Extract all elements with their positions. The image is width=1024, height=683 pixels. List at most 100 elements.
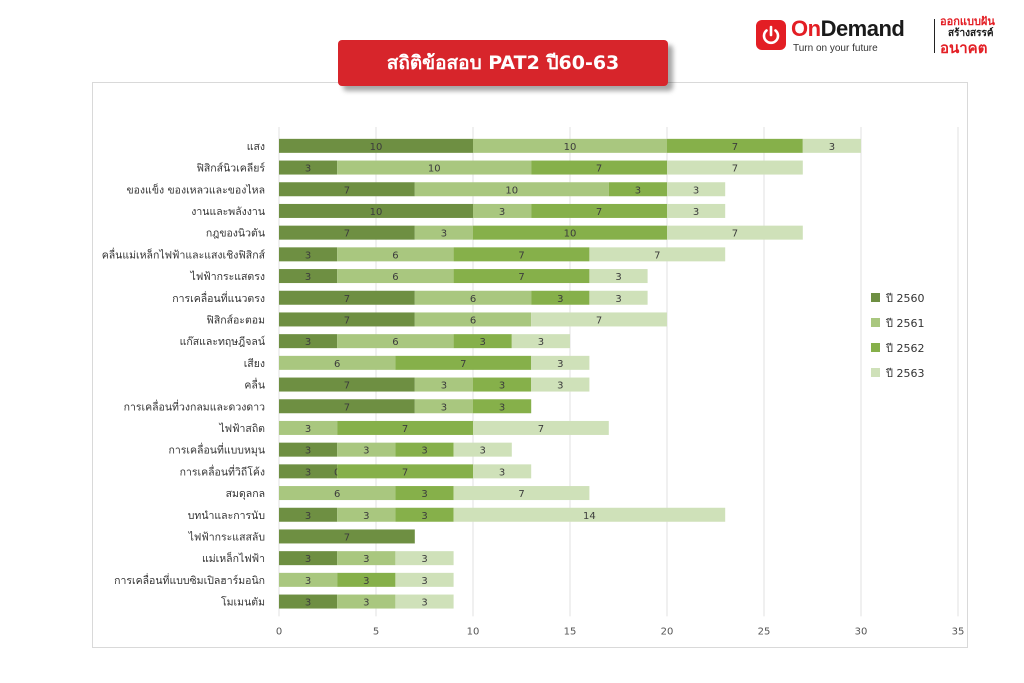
bar-segment — [279, 594, 338, 609]
bar-segment — [279, 138, 473, 153]
data-label: 6 — [392, 272, 398, 283]
data-label: 3 — [421, 598, 427, 609]
bar-segment — [667, 182, 726, 197]
legend-label: ปี 2563 — [885, 367, 925, 380]
data-label: 6 — [334, 489, 340, 500]
category-label: คลื่น — [244, 378, 265, 392]
category-label: แม่เหล็กไฟฟ้า — [202, 551, 265, 565]
data-label: 3 — [693, 185, 699, 196]
data-label: 3 — [305, 554, 311, 565]
bar-segment — [473, 225, 667, 240]
brand-name: OnDemand — [791, 16, 905, 41]
category-label: ไฟฟ้ากระแสสลับ — [188, 530, 265, 543]
data-label: 7 — [402, 467, 408, 478]
data-label: 7 — [732, 142, 738, 153]
category-label: การเคลื่อนที่แบบหมุน — [169, 443, 265, 457]
data-label: 3 — [615, 294, 621, 305]
bar-segment — [337, 160, 532, 175]
data-label: 7 — [344, 532, 350, 543]
category-label: ของแข็ง ของเหลวและของไหล — [126, 182, 265, 196]
data-label: 7 — [344, 185, 350, 196]
data-label: 3 — [421, 446, 427, 457]
bar-segment — [279, 464, 338, 479]
data-label: 3 — [305, 576, 311, 587]
data-label: 3 — [305, 446, 311, 457]
category-label: เสียง — [244, 357, 265, 370]
bar-segment — [337, 442, 396, 457]
data-label: 6 — [470, 315, 476, 326]
x-tick-label: 35 — [952, 626, 965, 637]
data-label: 6 — [392, 337, 398, 348]
x-tick-label: 10 — [467, 626, 480, 637]
data-label: 10 — [370, 207, 383, 218]
data-label: 3 — [829, 142, 835, 153]
brand-logo: OnDemand Turn on your future ออกแบบฝัน ส… — [756, 16, 1012, 56]
bar-segment — [395, 507, 454, 522]
bar-segment — [453, 269, 590, 284]
bar-segment — [279, 269, 338, 284]
category-label: แสง — [247, 141, 265, 153]
data-label: 7 — [344, 229, 350, 240]
data-label: 7 — [402, 424, 408, 435]
data-label: 3 — [305, 272, 311, 283]
x-tick-label: 15 — [564, 626, 577, 637]
data-label: 3 — [305, 337, 311, 348]
bar-segment — [337, 507, 396, 522]
bar-segment — [531, 203, 667, 218]
brand-tagline: Turn on your future — [793, 43, 878, 54]
legend-label: ปี 2562 — [885, 342, 925, 355]
data-label: 6 — [470, 294, 476, 305]
data-label: 3 — [480, 337, 486, 348]
bar-segment — [473, 138, 667, 153]
bar-segment — [531, 377, 590, 392]
power-icon — [756, 20, 786, 50]
data-label: 3 — [557, 294, 563, 305]
x-tick-label: 5 — [373, 626, 379, 637]
bar-segment — [337, 247, 454, 262]
bar-segment — [473, 399, 532, 414]
data-label: 3 — [421, 489, 427, 500]
bar-segment — [279, 507, 338, 522]
legend-label: ปี 2561 — [885, 317, 925, 330]
category-label: การเคลื่อนที่วิถีโค้ง — [180, 464, 265, 478]
data-label: 10 — [564, 229, 577, 240]
data-label: 7 — [732, 229, 738, 240]
bar-segment — [414, 225, 473, 240]
bar-segment — [395, 486, 454, 501]
category-label: กฎของนิวตัน — [206, 228, 265, 240]
bar-segment — [395, 355, 532, 370]
bar-segment — [279, 160, 338, 175]
category-label: ฟิสิกส์นิวเคลียร์ — [196, 162, 265, 175]
bar-segment — [802, 138, 861, 153]
brand-thai-slogan: ออกแบบฝัน สร้างสรรค์ อนาคต — [940, 15, 995, 57]
bar-segment — [279, 182, 415, 197]
bar-segment — [279, 334, 338, 349]
data-label: 3 — [635, 185, 641, 196]
bar-segment — [531, 160, 667, 175]
bar-segment — [531, 312, 667, 327]
bar-segment — [453, 442, 512, 457]
data-label: 7 — [518, 489, 524, 500]
bar-segment — [337, 594, 396, 609]
data-label: 3 — [363, 554, 369, 565]
data-label: 7 — [596, 207, 602, 218]
data-label: 3 — [421, 554, 427, 565]
data-label: 14 — [583, 511, 596, 522]
data-label: 3 — [480, 446, 486, 457]
bar-segment — [589, 269, 648, 284]
bar-segment — [395, 551, 454, 566]
data-label: 3 — [305, 250, 311, 261]
data-label: 3 — [441, 402, 447, 413]
data-label: 7 — [596, 164, 602, 175]
bar-segment — [279, 529, 415, 544]
category-label: แก๊สและทฤษฎีจลน์ — [180, 335, 266, 348]
bar-segment — [279, 442, 338, 457]
data-label: 7 — [344, 402, 350, 413]
data-label: 3 — [305, 164, 311, 175]
legend-swatch — [871, 318, 880, 327]
category-label: ฟิสิกส์อะตอม — [206, 313, 265, 326]
category-label: ไฟฟ้าสถิต — [218, 422, 265, 435]
data-label: 3 — [363, 446, 369, 457]
bar-segment — [414, 377, 473, 392]
bar-segment — [667, 225, 803, 240]
